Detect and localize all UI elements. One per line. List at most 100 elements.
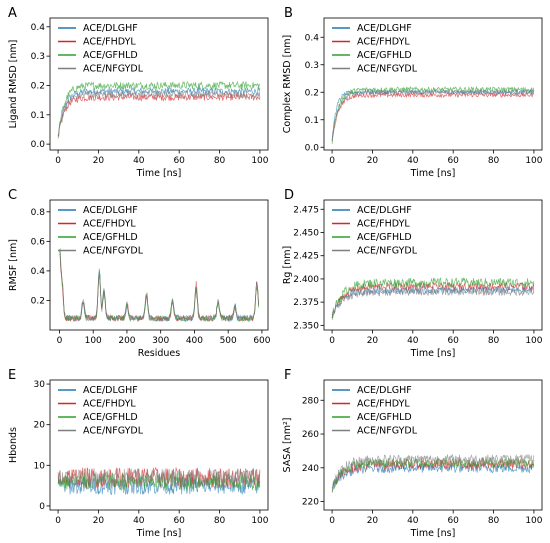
y-tick-label: 0.4 bbox=[31, 23, 46, 33]
x-tick-label: 60 bbox=[447, 516, 459, 526]
x-tick-label: 0 bbox=[57, 336, 63, 346]
y-axis-label: Hbonds bbox=[8, 427, 19, 463]
y-tick-label: 240 bbox=[302, 464, 319, 474]
series-line bbox=[59, 247, 259, 323]
x-tick-label: 80 bbox=[214, 156, 226, 166]
y-tick-label: 0.4 bbox=[305, 33, 320, 43]
legend: ACE/DLGHF ACE/FHDYL ACE/GFHLD ACE/NFGYDL bbox=[58, 23, 144, 75]
x-tick-label: 100 bbox=[85, 336, 102, 346]
x-tick-label: 60 bbox=[173, 156, 185, 166]
y-tick-label: 2.400 bbox=[293, 275, 319, 285]
panel-label: D bbox=[284, 188, 294, 203]
x-tick-label: 0 bbox=[329, 516, 335, 526]
series-line bbox=[331, 91, 535, 142]
legend-label: ACE/DLGHF bbox=[357, 385, 412, 396]
x-tick-label: 20 bbox=[93, 156, 105, 166]
series-group bbox=[331, 276, 535, 320]
legend-label: ACE/GFHLD bbox=[83, 50, 138, 61]
x-tick-label: 80 bbox=[488, 516, 500, 526]
plot-frame bbox=[49, 379, 269, 511]
series-line bbox=[57, 89, 261, 139]
plot-frame bbox=[49, 199, 269, 331]
series-line bbox=[331, 281, 535, 319]
series-group bbox=[331, 454, 535, 493]
x-tick-label: 80 bbox=[488, 336, 500, 346]
y-tick-label: 2.475 bbox=[293, 205, 319, 215]
x-tick-label: 200 bbox=[118, 336, 135, 346]
x-tick-label: 100 bbox=[525, 336, 542, 346]
legend-label: ACE/GFHLD bbox=[357, 50, 412, 61]
plot-frame bbox=[323, 17, 543, 151]
legend-label: ACE/NFGYDL bbox=[83, 426, 144, 437]
x-tick-label: 0 bbox=[55, 516, 61, 526]
legend-label: ACE/FHDYL bbox=[83, 37, 136, 48]
x-tick-label: 40 bbox=[133, 516, 145, 526]
legend-label: ACE/DLGHF bbox=[83, 205, 138, 216]
panel-label: B bbox=[284, 6, 293, 21]
x-tick-label: 0 bbox=[55, 156, 61, 166]
x-tick-label: 100 bbox=[251, 516, 268, 526]
panel-B: 0 20 40 60 80 100 0.0 0.1 0.2 0.3 0.4 Time [ns] Comp… bbox=[282, 6, 543, 179]
x-axis-label: Time [ns] bbox=[136, 168, 182, 179]
series-line bbox=[331, 454, 535, 487]
y-tick-label: 0.2 bbox=[31, 296, 45, 306]
legend-label: ACE/DLGHF bbox=[357, 23, 412, 34]
y-axis-label: Rg [nm] bbox=[282, 246, 293, 284]
legend-label: ACE/GFHLD bbox=[357, 412, 412, 423]
panel-D: 0 20 40 60 80 100 2.350 2.375 2.400 2.425 2.450 2.4… bbox=[282, 188, 543, 359]
panel-label: A bbox=[8, 6, 17, 21]
y-tick-label: 0.3 bbox=[31, 52, 45, 62]
y-tick-label: 0.1 bbox=[31, 111, 45, 121]
x-tick-label: 100 bbox=[525, 516, 542, 526]
panel-A: 0 20 40 60 80 100 0.0 0.1 0.2 0.3 0.4 Time [ns] Liga… bbox=[8, 6, 269, 179]
y-tick-label: 0.3 bbox=[305, 61, 319, 71]
x-tick-label: 80 bbox=[214, 516, 226, 526]
x-tick-label: 60 bbox=[447, 336, 459, 346]
legend-label: ACE/GFHLD bbox=[357, 232, 412, 243]
x-tick-label: 100 bbox=[525, 156, 542, 166]
x-tick-label: 40 bbox=[407, 156, 419, 166]
x-tick-label: 400 bbox=[186, 336, 203, 346]
legend-label: ACE/DLGHF bbox=[83, 23, 138, 34]
y-tick-label: 0.0 bbox=[31, 140, 46, 150]
series-line bbox=[331, 462, 535, 490]
panel-label: E bbox=[8, 368, 16, 383]
series-line bbox=[57, 467, 261, 488]
panel-F: 0 20 40 60 80 100 220 240 260 280 Time [ns] SASA [n… bbox=[282, 368, 543, 539]
y-tick-label: 0 bbox=[39, 502, 45, 512]
x-tick-label: 600 bbox=[253, 336, 270, 346]
y-axis-label: RMSF [nm] bbox=[8, 239, 19, 291]
legend: ACE/DLGHF ACE/FHDYL ACE/GFHLD ACE/NFGYDL bbox=[332, 205, 418, 257]
panel-C: 0 100 200 300 400 500 600 0.2 0.4 0.6 0.8 Residues R… bbox=[8, 188, 271, 359]
legend-label: ACE/FHDYL bbox=[83, 399, 136, 410]
x-tick-label: 20 bbox=[367, 516, 379, 526]
y-tick-label: 20 bbox=[34, 421, 46, 431]
x-tick-label: 500 bbox=[220, 336, 237, 346]
legend: ACE/DLGHF ACE/FHDYL ACE/GFHLD ACE/NFGYDL bbox=[58, 385, 144, 437]
plot-frame bbox=[323, 199, 543, 331]
legend-label: ACE/NFGYDL bbox=[357, 426, 418, 437]
x-tick-label: 0 bbox=[329, 336, 335, 346]
x-axis-label: Time [ns] bbox=[410, 168, 456, 179]
y-tick-label: 0.8 bbox=[31, 208, 46, 218]
legend: ACE/DLGHF ACE/FHDYL ACE/GFHLD ACE/NFGYDL bbox=[58, 205, 144, 257]
x-tick-label: 0 bbox=[329, 156, 335, 166]
x-tick-label: 100 bbox=[251, 156, 268, 166]
series-group bbox=[331, 85, 535, 145]
legend-label: ACE/FHDYL bbox=[357, 219, 410, 230]
legend-label: ACE/FHDYL bbox=[83, 219, 136, 230]
panel-label: C bbox=[8, 188, 17, 203]
y-tick-label: 2.425 bbox=[293, 252, 319, 262]
plot-frame bbox=[49, 17, 269, 151]
x-tick-label: 60 bbox=[447, 156, 459, 166]
x-axis-label: Time [ns] bbox=[410, 348, 456, 359]
series-line bbox=[331, 457, 535, 493]
x-axis-label: Time [ns] bbox=[410, 528, 456, 539]
series-line bbox=[59, 249, 259, 323]
plot-frame bbox=[323, 379, 543, 511]
legend-label: ACE/NFGYDL bbox=[357, 246, 418, 257]
series-line bbox=[331, 88, 535, 142]
legend: ACE/DLGHF ACE/FHDYL ACE/GFHLD ACE/NFGYDL bbox=[332, 23, 418, 75]
y-tick-label: 2.350 bbox=[293, 321, 319, 331]
